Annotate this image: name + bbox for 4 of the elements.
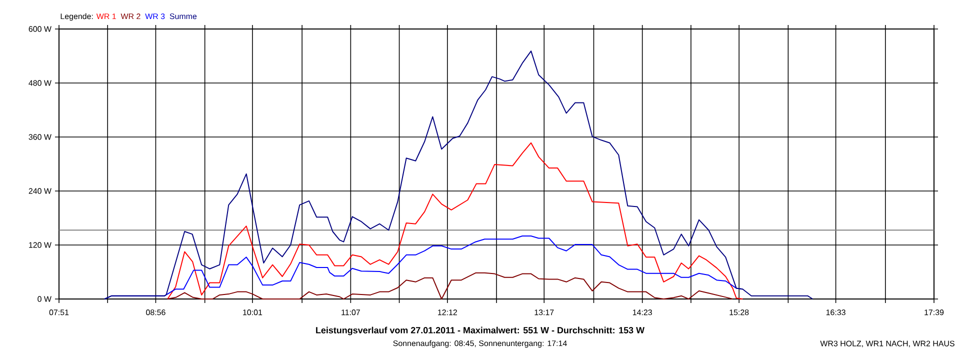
line-series <box>167 272 734 300</box>
line-series <box>167 142 744 300</box>
text: Leistungsverlauf vom 27.01.2011 - Maximalwert: 551 W - Durchschnitt: 153 W <box>316 326 644 336</box>
line-series <box>104 50 814 300</box>
